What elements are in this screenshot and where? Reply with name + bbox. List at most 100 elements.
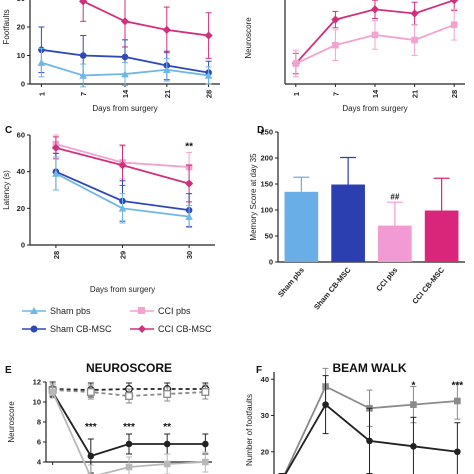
legend-marker-sham-cbmsc: [30, 325, 38, 333]
x-category-label: CCI CB-MSC: [410, 265, 446, 306]
bar-2: [378, 225, 412, 262]
y-tick-label: 40: [17, 167, 25, 176]
significance-marker: ##: [390, 193, 399, 202]
data-point: [163, 390, 172, 398]
panel-label: E: [5, 365, 12, 376]
y-tick-label: 60: [17, 131, 25, 140]
data-point: [51, 143, 60, 152]
y-tick-label: 20: [17, 23, 25, 32]
legend-marker-cci-pbs: [138, 307, 145, 314]
y-tick-label: 150: [260, 180, 273, 189]
panel-title: BEAM WALK: [333, 361, 407, 375]
significance-marker: **: [185, 142, 193, 153]
data-point: [79, 52, 87, 59]
data-point: [410, 401, 417, 408]
data-point: [121, 70, 129, 78]
data-point: [454, 397, 461, 405]
legend-label-cci-cbmsc: CCI CB-MSC: [158, 324, 212, 334]
data-point: [79, 0, 88, 6]
x-category-label: Sham CB-MSC: [312, 265, 353, 311]
series-cci_cbmsc: [79, 0, 213, 59]
x-tick-label: 28: [450, 90, 459, 98]
data-point: [202, 440, 209, 448]
data-point: [411, 36, 418, 44]
legend-marker-sham-pbs: [30, 307, 38, 314]
data-point: [52, 169, 60, 177]
series-line: [52, 389, 206, 397]
data-point: [37, 58, 46, 66]
bar-3: [424, 210, 459, 262]
y-tick-label: 30: [261, 411, 269, 420]
legend-label-sham-cbmsc: Sham CB-MSC: [50, 324, 112, 334]
y-tick-label: 8: [37, 418, 41, 427]
x-tick-label: 1: [37, 92, 46, 96]
y-axis-title: Latency (s): [2, 170, 11, 210]
x-axis-title: Days from surgery: [342, 104, 407, 113]
data-point: [125, 440, 133, 448]
series-sham_pbs: [52, 156, 193, 229]
panel-label: C: [5, 125, 12, 136]
data-point: [410, 443, 417, 450]
bar-1: [331, 184, 365, 262]
data-point: [86, 388, 95, 396]
x-tick-label: 7: [331, 92, 340, 96]
data-point: [118, 161, 127, 170]
data-point: [371, 31, 379, 39]
data-point: [201, 388, 210, 396]
data-point: [87, 452, 95, 460]
bar-0: [284, 191, 319, 262]
series-cci_pbs: [292, 8, 458, 78]
significance-marker: ***: [85, 422, 97, 433]
data-point: [202, 458, 209, 466]
data-point: [185, 212, 193, 220]
y-tick-label: 200: [260, 154, 273, 163]
y-tick-label: 0: [21, 241, 25, 250]
y-tick-label: 100: [260, 206, 273, 215]
x-tick-label: 14: [121, 89, 130, 98]
data-point: [125, 392, 133, 400]
data-point: [370, 5, 380, 14]
panel-b-neuroscore-chart: 1 7 14 21 28 Days from surgery Neuroscore: [244, 0, 465, 113]
data-point: [204, 31, 213, 40]
data-point: [163, 65, 171, 74]
y-tick-label: 4: [37, 458, 42, 467]
data-point: [322, 401, 329, 408]
x-tick-label: 21: [411, 90, 420, 98]
y-tick-label: 0: [269, 258, 273, 267]
panel-c-latency-chart: 0 20 40 60 28 29 30 ** C Days from surgery Latency…: [2, 125, 215, 294]
data-point: [185, 179, 194, 188]
data-point: [331, 15, 340, 24]
panel-title: NEUROSCORE: [86, 361, 172, 375]
panel-label: D: [257, 125, 264, 136]
significance-marker: **: [163, 422, 171, 433]
data-point: [79, 71, 87, 79]
y-tick-label: 250: [260, 128, 273, 137]
data-point: [366, 437, 373, 445]
data-point: [332, 41, 339, 49]
data-point: [121, 53, 129, 61]
legend: Sham pbs CCI pbs Sham CB-MSC CCI CB-MSC: [22, 306, 212, 334]
y-tick-label: 12: [33, 378, 41, 387]
panel-label: F: [256, 365, 262, 376]
data-point: [410, 9, 419, 18]
y-tick-label: 10: [33, 398, 41, 407]
data-point: [49, 388, 56, 396]
y-tick-label: 0: [21, 80, 25, 89]
series-group-1: [278, 375, 461, 474]
series-sham_pbs: [37, 47, 213, 88]
data-point: [454, 448, 461, 456]
y-tick-label: 10: [17, 51, 25, 60]
legend-label-sham-pbs: Sham pbs: [50, 306, 91, 316]
y-tick-label: 20: [17, 204, 25, 213]
x-tick-label: 28: [52, 251, 61, 259]
x-tick-label: 28: [205, 90, 214, 98]
x-axis-title: Days from surgery: [90, 285, 155, 294]
series-line: [52, 388, 206, 391]
y-tick-label: 40: [261, 375, 269, 384]
y-tick-label: 30: [17, 0, 25, 3]
x-tick-label: 30: [185, 251, 194, 259]
data-point: [163, 460, 171, 468]
